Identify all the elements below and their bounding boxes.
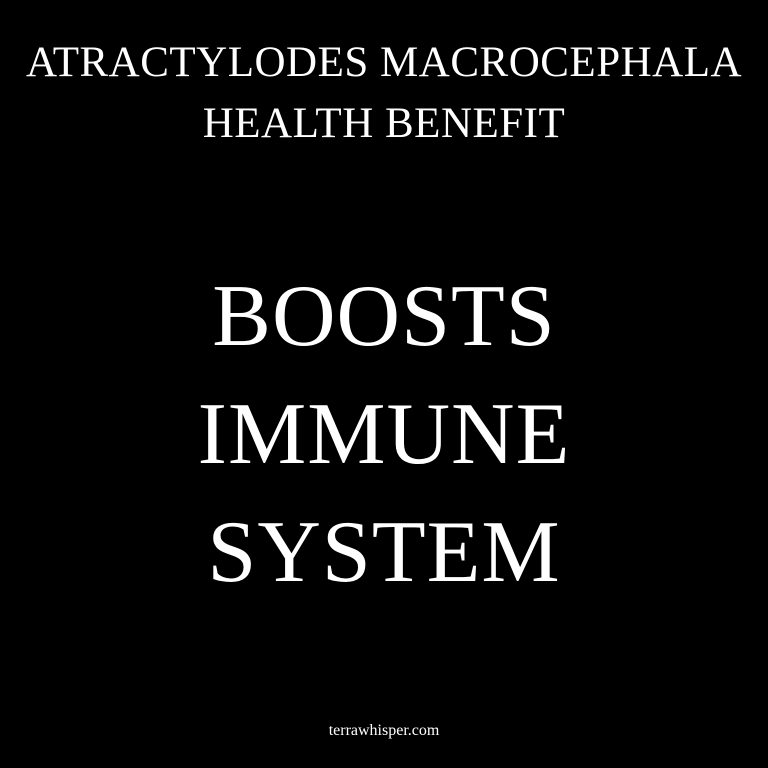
benefit-headline: BOOSTS IMMUNE SYSTEM <box>0 258 768 612</box>
benefit-line: IMMUNE <box>197 386 571 483</box>
website-credit: terrawhisper.com <box>328 722 440 739</box>
benefit-line: BOOSTS <box>212 268 556 365</box>
health-benefit-subtitle: HEALTH BENEFIT <box>202 100 566 147</box>
benefit-line: SYSTEM <box>207 504 561 601</box>
herb-name-title: ATRACTYLODES MACROCEPHALA <box>25 39 743 86</box>
